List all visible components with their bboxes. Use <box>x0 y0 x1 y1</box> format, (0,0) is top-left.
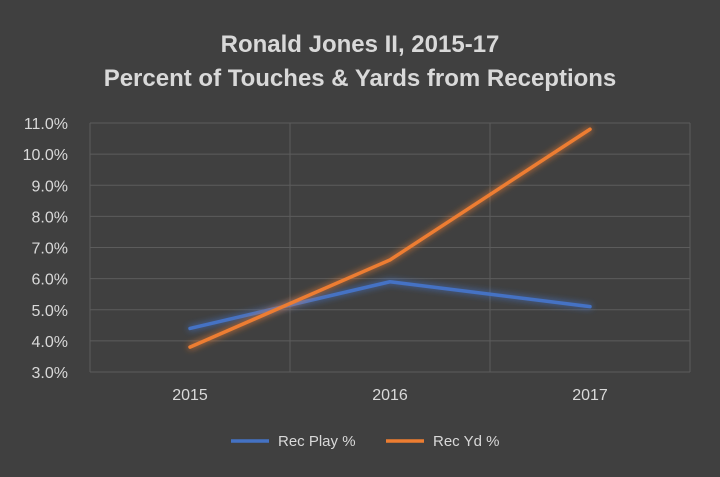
legend: Rec Play % Rec Yd % <box>231 433 499 450</box>
y-tick-label: 7.0% <box>32 241 68 258</box>
y-tick-label: 8.0% <box>32 209 68 226</box>
data-point <box>588 127 592 131</box>
y-tick-label: 10.0% <box>23 147 68 164</box>
x-tick-label: 2016 <box>372 387 408 404</box>
data-point <box>588 305 592 309</box>
grid <box>89 122 691 373</box>
legend-label-1: Rec Play % <box>278 433 356 450</box>
y-tick-label: 9.0% <box>32 178 68 195</box>
chart-title: Ronald Jones II, 2015-17 <box>221 31 500 58</box>
data-point <box>388 258 392 262</box>
x-axis-ticks: 2015 2016 2017 <box>172 387 608 404</box>
series-lines <box>188 127 592 349</box>
data-point <box>188 326 192 330</box>
x-tick-label: 2017 <box>572 387 608 404</box>
x-tick-label: 2015 <box>172 387 208 404</box>
data-point <box>188 345 192 349</box>
y-tick-label: 3.0% <box>32 365 68 382</box>
y-tick-label: 6.0% <box>32 272 68 289</box>
y-tick-label: 5.0% <box>32 303 68 320</box>
legend-label-2: Rec Yd % <box>433 433 499 450</box>
y-tick-label: 4.0% <box>32 334 68 351</box>
y-axis-ticks: 11.0% 10.0% 9.0% 8.0% 7.0% 6.0% 5.0% 4.0% 3.0% <box>23 116 68 382</box>
data-point <box>388 280 392 284</box>
y-tick-label: 11.0% <box>24 116 68 133</box>
chart-subtitle: Percent of Touches & Yards from Receptio… <box>104 65 617 92</box>
